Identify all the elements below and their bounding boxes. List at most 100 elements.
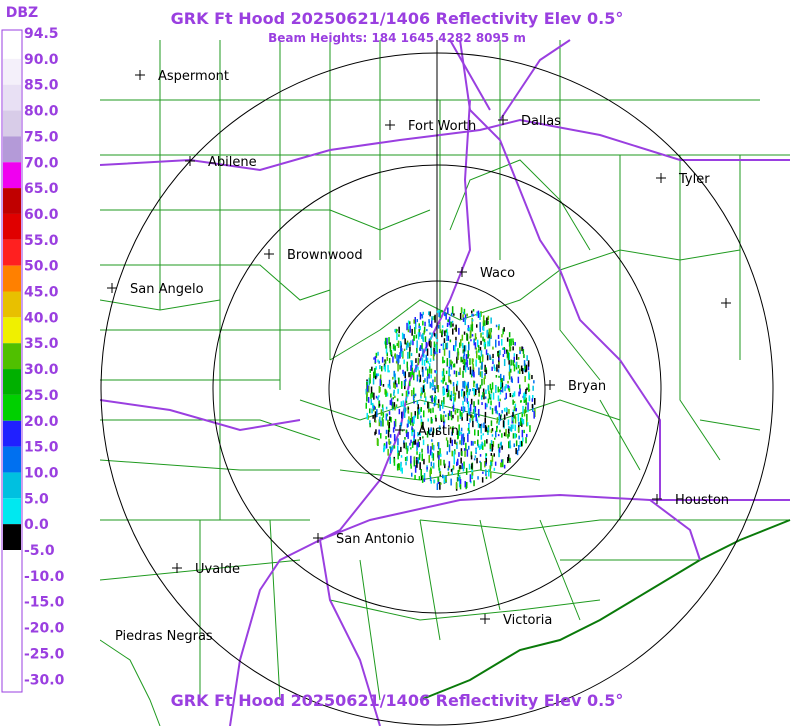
- echo-pixel: [401, 411, 403, 419]
- echo-pixel: [448, 316, 451, 321]
- echo-pixel: [372, 378, 375, 385]
- echo-pixel: [477, 444, 480, 448]
- echo-pixel: [459, 484, 462, 490]
- echo-pixel: [393, 374, 396, 377]
- echo-pixel: [448, 374, 450, 383]
- echo-pixel: [456, 460, 459, 464]
- echo-pixel: [388, 370, 390, 373]
- echo-pixel: [501, 382, 504, 389]
- echo-pixel: [389, 385, 391, 390]
- echo-pixel: [487, 353, 489, 356]
- echo-pixel: [421, 314, 424, 319]
- echo-pixel: [463, 391, 466, 400]
- city-label: Victoria: [503, 613, 552, 628]
- echo-pixel: [451, 320, 454, 323]
- scale-label: 80.0: [24, 104, 59, 120]
- echo-pixel: [439, 310, 441, 318]
- echo-pixel: [451, 468, 454, 471]
- echo-pixel: [488, 332, 490, 339]
- echo-pixel: [447, 389, 450, 397]
- echo-pixel: [528, 395, 531, 401]
- echo-pixel: [413, 440, 415, 445]
- echo-pixel: [393, 389, 395, 394]
- echo-pixel: [401, 381, 403, 389]
- echo-pixel: [495, 324, 498, 328]
- echo-pixel: [391, 445, 394, 451]
- scale-label: 10.0: [24, 465, 59, 481]
- echo-pixel: [489, 397, 492, 400]
- echo-pixel: [443, 419, 446, 424]
- echo-pixel: [418, 442, 420, 447]
- echo-pixel: [388, 411, 391, 415]
- echo-pixel: [479, 384, 482, 389]
- echo-pixel: [369, 422, 371, 428]
- echo-pixel: [423, 380, 425, 383]
- echo-pixel: [410, 439, 412, 444]
- echo-pixel: [390, 446, 392, 453]
- city-marker: [545, 380, 555, 390]
- echo-pixel: [469, 474, 472, 483]
- echo-pixel: [377, 373, 380, 377]
- echo-pixel: [453, 386, 455, 395]
- scale-band: [3, 213, 21, 240]
- echo-pixel: [442, 414, 445, 422]
- echo-pixel: [417, 357, 420, 365]
- echo-pixel: [432, 407, 434, 413]
- echo-pixel: [478, 391, 480, 397]
- echo-pixel: [475, 337, 477, 340]
- echo-pixel: [474, 412, 476, 418]
- echo-pixel: [511, 395, 514, 398]
- echo-pixel: [528, 389, 531, 392]
- echo-pixel: [510, 424, 513, 432]
- echo-pixel: [446, 342, 449, 349]
- echo-pixel: [407, 407, 410, 410]
- echo-pixel: [419, 437, 421, 441]
- echo-pixel: [374, 420, 377, 423]
- echo-pixel: [467, 328, 469, 331]
- echo-pixel: [509, 427, 511, 431]
- echo-pixel: [417, 411, 419, 419]
- echo-pixel: [457, 430, 459, 439]
- echo-pixel: [393, 382, 395, 388]
- echo-pixel: [479, 445, 481, 451]
- scale-label: 90.0: [24, 52, 59, 68]
- echo-pixel: [520, 441, 523, 447]
- echo-pixel: [394, 381, 396, 389]
- echo-pixel: [374, 414, 376, 423]
- echo-pixel: [416, 446, 418, 452]
- echo-pixel: [501, 410, 503, 414]
- echo-pixel: [404, 407, 407, 413]
- echo-pixel: [482, 433, 484, 436]
- echo-pixel: [439, 471, 442, 475]
- echo-pixel: [469, 358, 471, 365]
- echo-pixel: [434, 414, 437, 419]
- echo-pixel: [494, 461, 497, 466]
- echo-pixel: [507, 434, 509, 439]
- legend-frame: [1, 29, 23, 693]
- echo-pixel: [480, 443, 482, 450]
- echo-pixel: [421, 475, 424, 483]
- echo-pixel: [405, 442, 407, 450]
- echo-pixel: [389, 346, 392, 352]
- echo-pixel: [450, 321, 452, 328]
- echo-pixel: [461, 342, 464, 349]
- echo-pixel: [449, 437, 452, 444]
- scale-title: DBZ: [6, 5, 38, 21]
- echo-pixel: [428, 409, 431, 412]
- echo-pixel: [512, 338, 514, 343]
- echo-pixel: [398, 326, 400, 334]
- echo-pixel: [480, 332, 482, 338]
- echo-pixel: [485, 389, 487, 394]
- echo-pixel: [524, 391, 526, 399]
- echo-pixel: [418, 408, 421, 414]
- echo-pixel: [471, 358, 474, 365]
- echo-pixel: [508, 426, 510, 429]
- echo-pixel: [534, 398, 536, 405]
- echo-pixel: [397, 438, 399, 446]
- echo-pixel: [409, 325, 411, 333]
- echo-pixel: [512, 399, 514, 405]
- echo-pixel: [459, 342, 461, 348]
- echo-pixel: [465, 354, 468, 360]
- echo-pixel: [419, 347, 421, 351]
- echo-pixel: [522, 405, 524, 414]
